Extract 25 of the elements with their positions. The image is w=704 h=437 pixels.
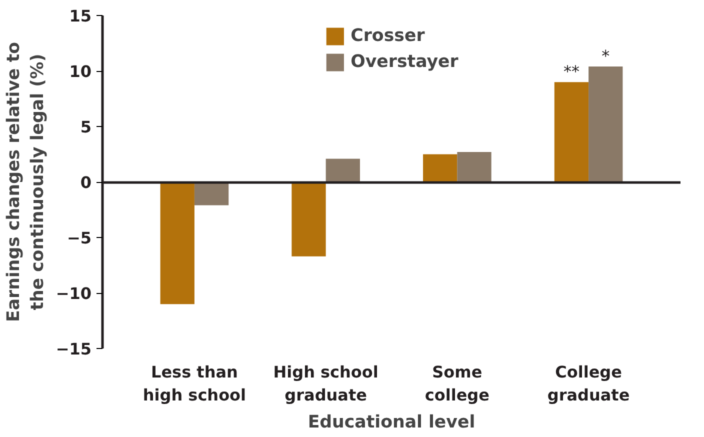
bar	[588, 66, 623, 182]
x-tick-label: Less than high school	[142, 362, 246, 404]
y-axis-title: Earnings changes relative to the continuously legal (%)	[4, 42, 48, 322]
legend-label: Crosser	[350, 26, 425, 46]
y-tick-label: 5	[80, 118, 92, 136]
legend-label: Overstayer	[350, 52, 458, 72]
bar	[457, 152, 492, 182]
bar	[326, 158, 360, 182]
bar	[292, 182, 326, 256]
bar	[423, 154, 458, 182]
x-tick-label: High school graduate	[273, 362, 378, 404]
x-axis-title: Educational level	[308, 412, 476, 432]
annotation: *	[602, 46, 610, 66]
bar	[160, 182, 194, 304]
x-tick-label: College graduate	[547, 362, 630, 404]
y-tick-label: 15	[69, 6, 92, 26]
y-tick-label: −5	[66, 228, 92, 248]
y-tick-label: −10	[56, 284, 92, 303]
annotation: **	[563, 62, 580, 82]
x-tick-label: Some college	[424, 362, 490, 404]
bar	[554, 82, 589, 182]
y-tick-label: 10	[69, 62, 92, 81]
bar	[194, 182, 229, 206]
y-tick-label: 0	[80, 173, 92, 192]
y-tick-label: −15	[56, 340, 92, 358]
